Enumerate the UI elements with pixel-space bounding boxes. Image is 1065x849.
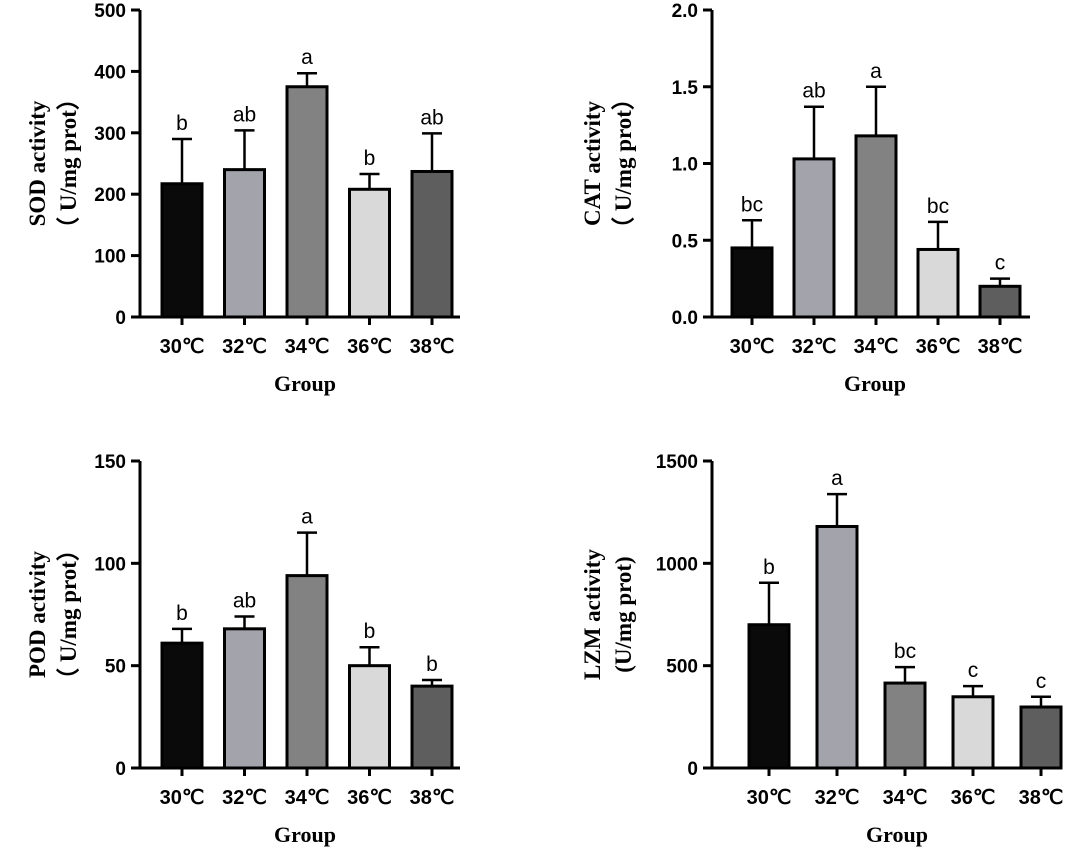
y-tick-label: 0.5 (672, 231, 699, 252)
y-tick-label: 300 (94, 124, 126, 145)
y-tick-label: 1.5 (672, 78, 699, 99)
x-axis-title: Group (274, 822, 336, 847)
x-tick-label: 30℃ (160, 787, 205, 809)
chart-panel-cat: 0.0 0.5 1.0 1.5 2.0 bc 30℃ ab 32℃ a 34℃ bc 36℃ c 38℃ Gr… (580, 1, 1030, 396)
bar (160, 182, 204, 319)
significance-letter: b (176, 112, 188, 135)
bar (410, 684, 454, 770)
y-tick-label: 0 (687, 759, 698, 780)
significance-letter: a (301, 506, 313, 529)
bar (792, 157, 836, 319)
bar (348, 187, 391, 319)
y-axis-title-line1: LZM activity (580, 549, 605, 680)
y-tick-label: 500 (666, 657, 698, 678)
bar (854, 134, 898, 319)
y-tick-label: 100 (94, 554, 126, 575)
y-axis-title-line1: CAT activity (580, 101, 605, 226)
bar (747, 623, 791, 770)
significance-letter: ab (233, 103, 256, 126)
significance-letter: bc (894, 640, 916, 663)
x-tick-label: 32℃ (815, 787, 860, 809)
bar (160, 641, 204, 770)
bar (348, 664, 391, 770)
x-tick-label: 30℃ (730, 336, 775, 358)
chart-panel-sod: 0 100 200 300 400 500 b 30℃ ab 32℃ a 34℃ b 36℃ ab 38℃ Gr… (25, 1, 460, 396)
significance-letter: bc (927, 195, 949, 218)
significance-letter: ab (420, 106, 443, 129)
x-tick-label: 34℃ (883, 787, 928, 809)
x-tick-label: 34℃ (285, 787, 330, 809)
bar (883, 681, 927, 770)
chart-panel-pod: 0 50 100 150 b 30℃ ab 32℃ a 34℃ b 36℃ b 38℃ Group POD a… (25, 452, 460, 847)
bar (285, 85, 329, 319)
x-tick-label: 34℃ (285, 336, 330, 358)
y-tick-label: 400 (94, 62, 126, 83)
x-tick-label: 30℃ (747, 787, 792, 809)
y-axis-title-line1: POD activity (25, 550, 50, 678)
bar (951, 695, 995, 770)
y-axis-title-line2: （ U/mg prot） (55, 87, 81, 240)
bar (285, 574, 329, 770)
significance-letter: a (831, 467, 843, 490)
bar (410, 169, 454, 319)
x-tick-label: 38℃ (1019, 787, 1064, 809)
x-axis-title: Group (866, 822, 928, 847)
significance-letter: c (968, 659, 979, 682)
y-tick-label: 2.0 (672, 1, 698, 22)
bar (978, 284, 1022, 319)
significance-letter: a (301, 46, 313, 69)
y-tick-label: 0.0 (672, 308, 698, 329)
y-tick-label: 500 (94, 1, 126, 22)
y-axis-title-line2: （ U/mg prot） (610, 87, 636, 240)
bar (815, 524, 859, 770)
y-tick-label: 1500 (656, 452, 698, 473)
significance-letter: bc (741, 193, 763, 216)
x-tick-label: 36℃ (347, 787, 392, 809)
y-tick-label: 150 (94, 452, 126, 473)
significance-letter: b (176, 602, 188, 625)
x-tick-label: 36℃ (916, 336, 961, 358)
y-axis-title-line2: （ U/mg prot） (55, 538, 81, 691)
x-tick-label: 32℃ (222, 787, 267, 809)
y-tick-label: 0 (115, 759, 126, 780)
bar (730, 246, 774, 319)
x-tick-label: 36℃ (347, 336, 392, 358)
y-tick-label: 1.0 (672, 155, 698, 176)
x-tick-label: 32℃ (792, 336, 837, 358)
y-tick-label: 0 (115, 308, 126, 329)
significance-letter: b (426, 653, 438, 676)
significance-letter: a (870, 60, 882, 83)
x-tick-label: 34℃ (854, 336, 899, 358)
significance-letter: c (1036, 670, 1047, 693)
significance-letter: ab (233, 590, 256, 613)
x-tick-label: 38℃ (410, 787, 455, 809)
significance-letter: b (763, 556, 775, 579)
bar (223, 627, 266, 770)
x-axis-title: Group (844, 371, 906, 396)
y-tick-label: 200 (94, 185, 126, 206)
y-tick-label: 50 (105, 657, 126, 678)
y-axis-title-line2: (U/mg prot) (611, 556, 636, 672)
x-tick-label: 38℃ (978, 336, 1023, 358)
significance-letter: ab (802, 80, 825, 103)
x-tick-label: 38℃ (410, 336, 455, 358)
x-tick-label: 30℃ (160, 336, 205, 358)
significance-letter: b (364, 620, 376, 643)
y-axis-title-line1: SOD activity (25, 100, 50, 226)
chart-panel-lzm: 0 500 1000 1500 b 30℃ a 32℃ bc 34℃ c 36℃ c 38℃ Group LZ… (580, 452, 1063, 847)
y-tick-label: 100 (94, 247, 126, 268)
x-tick-label: 32℃ (222, 336, 267, 358)
bar (916, 247, 960, 319)
significance-letter: c (995, 252, 1006, 275)
x-axis-title: Group (274, 371, 336, 396)
bar (223, 168, 266, 319)
x-tick-label: 36℃ (951, 787, 996, 809)
y-tick-label: 1000 (656, 554, 698, 575)
significance-letter: b (364, 147, 376, 170)
bar (1019, 705, 1063, 770)
